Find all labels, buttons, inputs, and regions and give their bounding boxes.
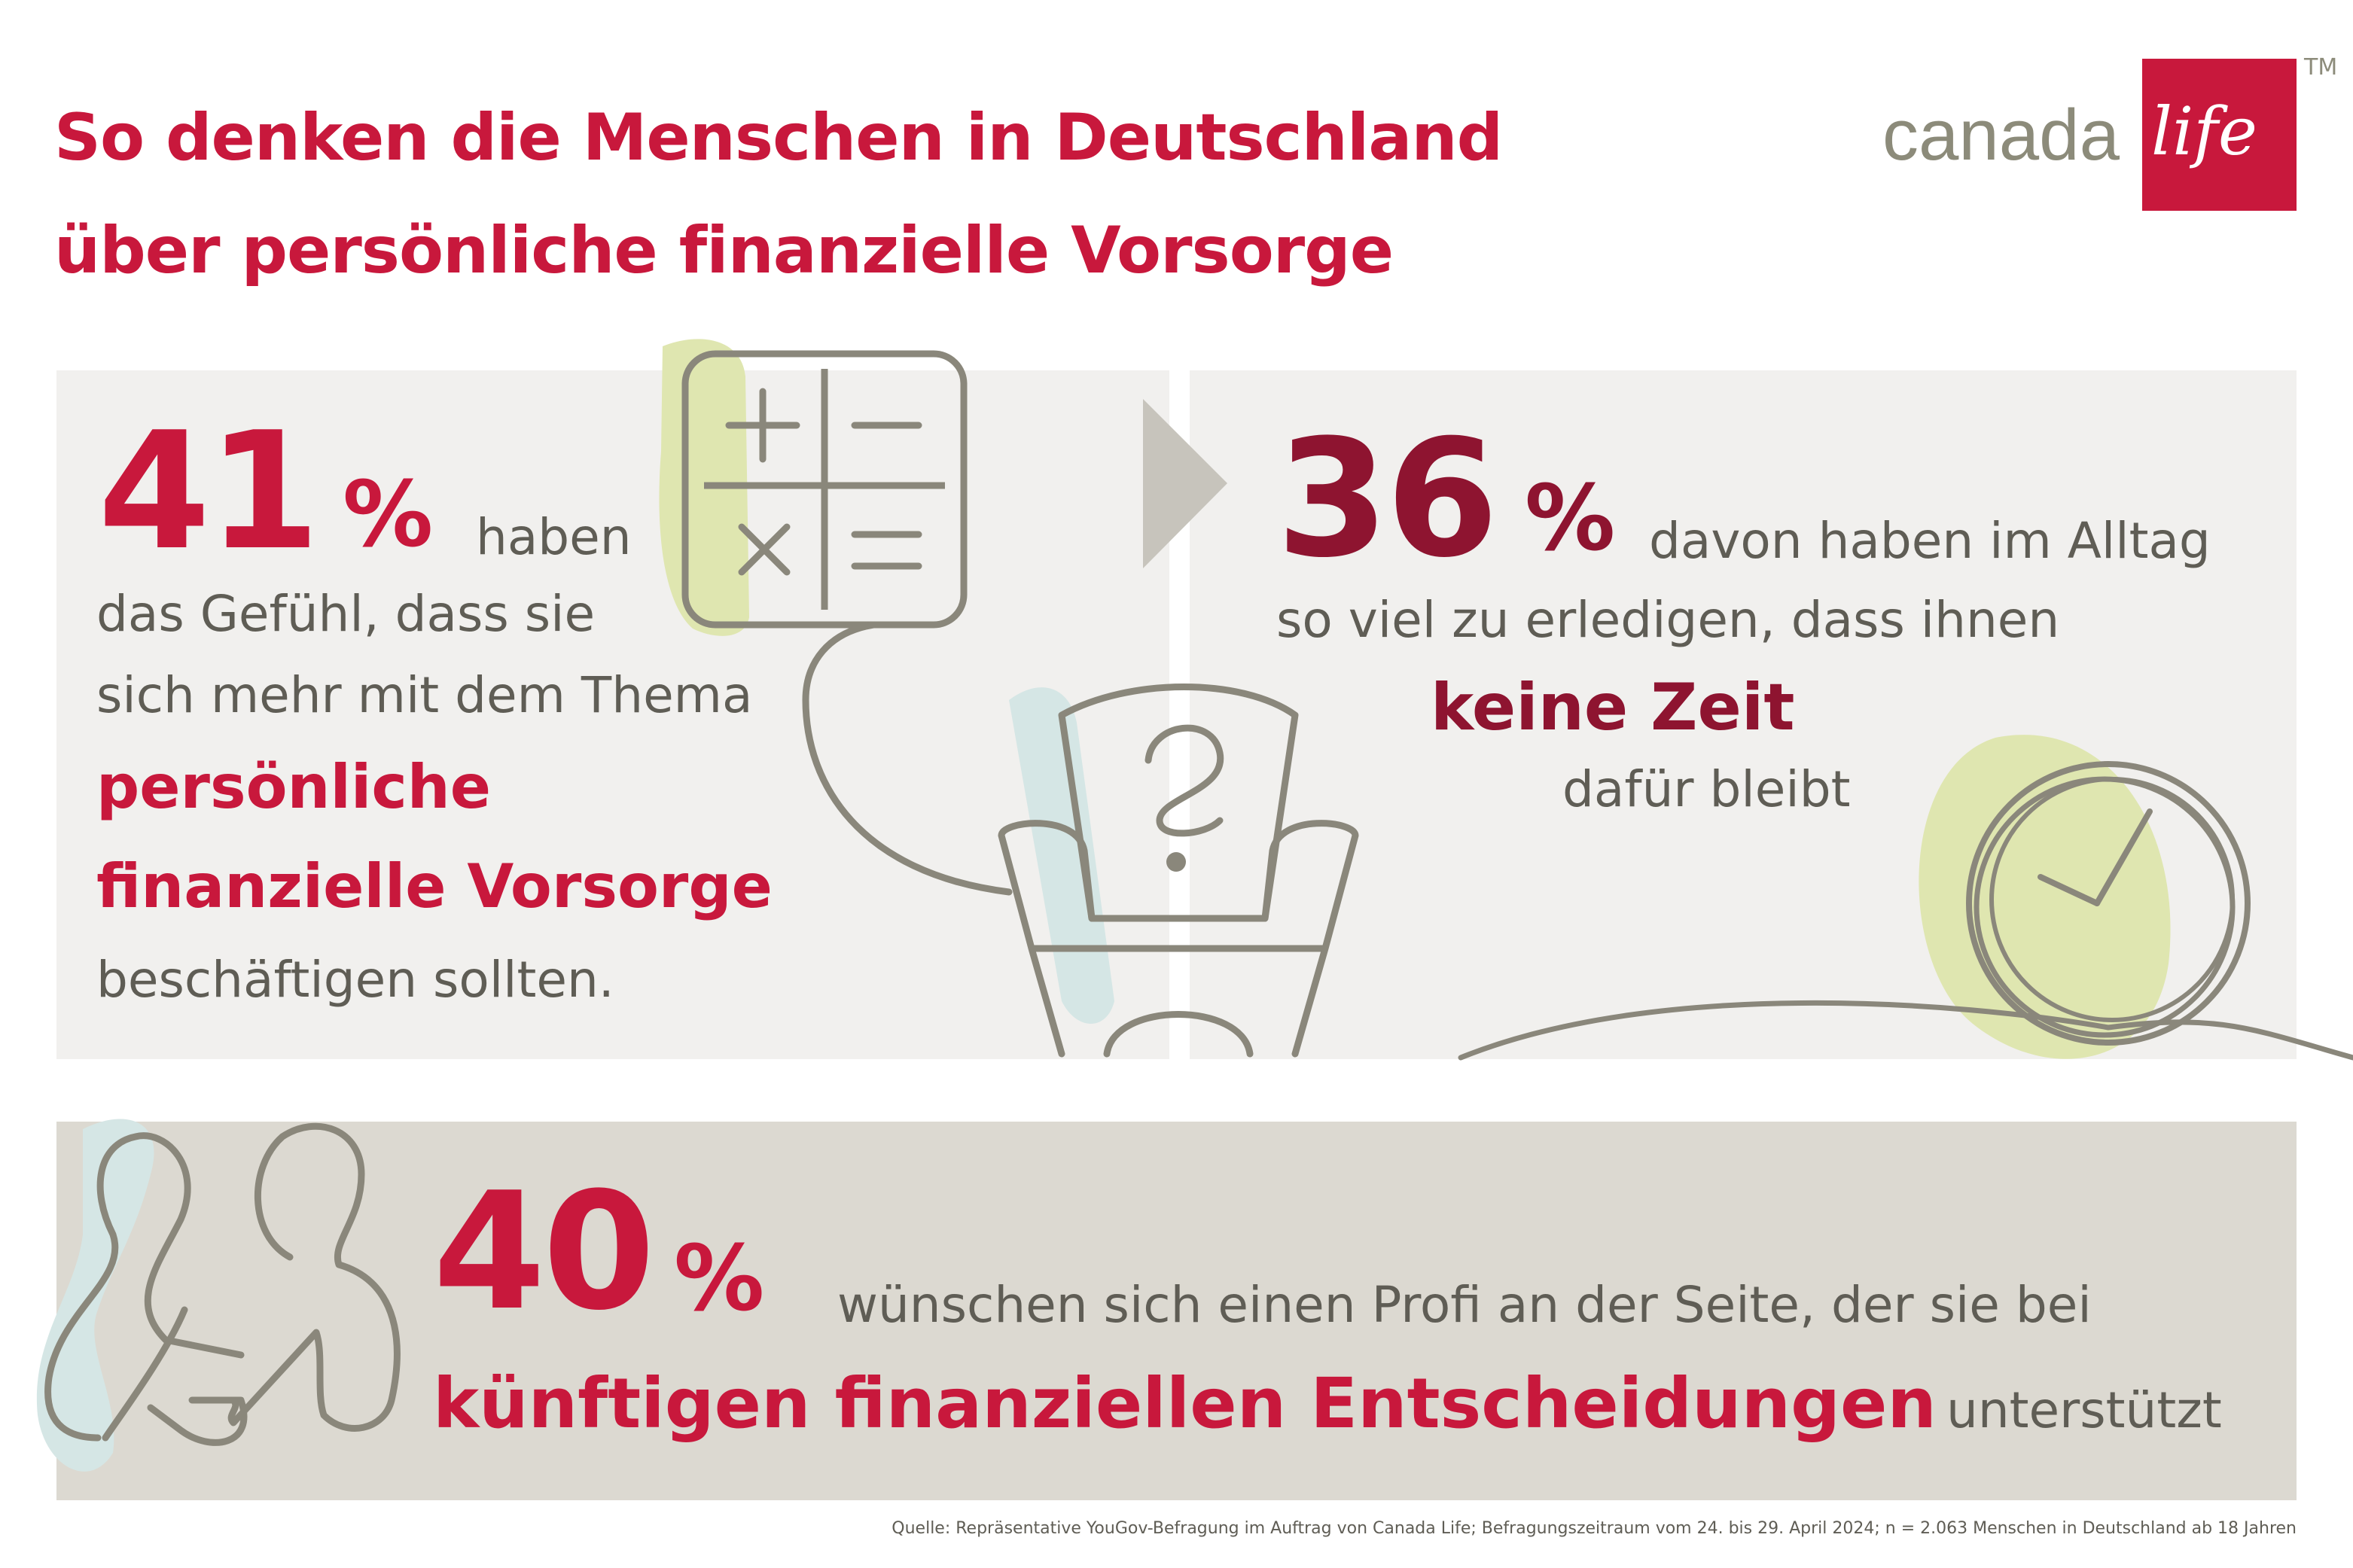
stat1-text-2: das Gefühl, dass sie [96,585,596,643]
stat3-highlight: künftigen finanziellen Entscheidungen [433,1363,1937,1444]
clock-icon [1458,735,2353,1061]
stat-panel-left [56,370,1169,1059]
stat3-text-2: unterstützt [1946,1381,2222,1439]
armchair-icon [998,684,1359,1058]
stat1-text-4: beschäftigen sollten. [96,951,614,1009]
stat-panel-bottom [56,1122,2297,1500]
people-icon [36,1119,401,1472]
stat2-value: 36 [1276,404,1498,593]
stat1-highlight-1: persönliche [96,752,491,822]
stat1-highlight-2: finanzielle Vorsorge [96,851,773,921]
logo-wordmark: canada [1882,95,2120,175]
title-line-2: über persönliche finanzielle Vorsorge [54,213,1394,288]
stat1-value: 41 [98,397,320,586]
logo-mark: life [2142,59,2297,211]
stat2-text-1: davon haben im Alltag [1649,512,2211,570]
stat2-text-2: so viel zu erledigen, dass ihnen [1276,591,2060,649]
stat2-unit: % [1525,467,1616,571]
stat3-value: 40 [433,1157,655,1346]
stat1-unit: % [343,463,434,568]
question-mark-icon [1144,724,1224,872]
logo-script: life [2151,93,2257,170]
calculator-icon [659,339,1013,896]
stat2-text-3: dafür bleibt [1562,760,1851,818]
title-line-1: So denken die Menschen in Deutschland [54,100,1503,175]
stat1-text-1: haben [476,508,632,566]
trademark: TM [2304,54,2338,81]
arrow-right-icon [1143,399,1227,568]
stat1-text-3: sich mehr mit dem Thema [96,666,753,724]
stat3-text-1: wünschen sich einen Profi an der Seite, … [837,1276,2092,1334]
stat2-highlight: keine Zeit [1431,670,1795,745]
source-note: Quelle: Repräsentative YouGov-Befragung … [892,1519,2297,1538]
page-title: So denken die Menschen in Deutschland üb… [54,81,1503,307]
stat3-unit: % [674,1227,765,1332]
